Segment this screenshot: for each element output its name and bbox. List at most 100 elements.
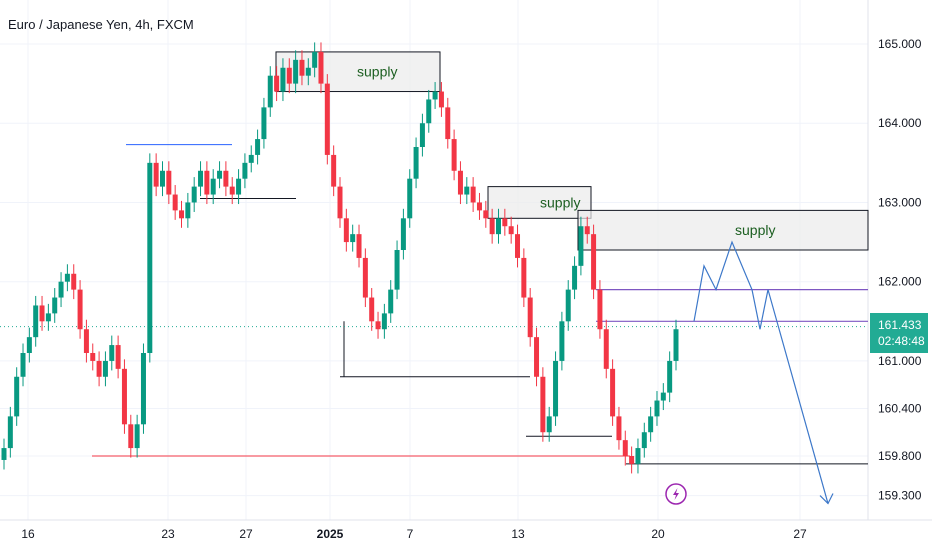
candle-body: [597, 289, 603, 330]
candle: [166, 161, 172, 205]
candle-body: [26, 337, 32, 353]
candle-body: [483, 210, 489, 219]
bar-countdown: 02:48:48: [878, 334, 925, 348]
candle-body: [204, 170, 210, 195]
candle: [267, 66, 273, 117]
candle-body: [419, 123, 425, 147]
candle: [20, 343, 26, 387]
candle: [546, 406, 552, 442]
candle-body: [331, 154, 337, 187]
candle-body: [610, 368, 616, 417]
candle-body: [267, 75, 273, 108]
time-axis-label: 13: [511, 527, 525, 541]
candle: [508, 216, 514, 244]
candle-body: [274, 75, 280, 92]
candle-body: [45, 313, 51, 322]
candle-body: [33, 305, 39, 338]
candle-body: [495, 218, 501, 235]
candle-body: [375, 321, 381, 330]
candle: [305, 58, 311, 86]
candle: [597, 280, 603, 339]
candle-body: [83, 329, 89, 353]
candle: [495, 208, 501, 244]
candle-body: [236, 178, 242, 195]
candle-body: [629, 456, 635, 464]
candle: [242, 153, 248, 189]
time-axis-label: 20: [651, 527, 665, 541]
time-axis-label: 27: [239, 527, 253, 541]
candle: [217, 161, 223, 189]
candle-body: [673, 329, 679, 361]
candle: [356, 224, 362, 268]
candle: [83, 319, 89, 363]
candle-body: [369, 297, 375, 322]
candle: [172, 185, 178, 220]
candle-body: [210, 178, 216, 195]
price-axis-label: 162.000: [878, 275, 922, 289]
candle: [274, 66, 280, 102]
candle: [438, 82, 444, 117]
candle-body: [318, 51, 324, 84]
candle: [515, 224, 521, 268]
candle-body: [280, 67, 286, 92]
price-axis-label: 159.300: [878, 489, 922, 503]
candle-body: [464, 186, 470, 195]
candle: [648, 406, 654, 442]
lightning-icon[interactable]: [665, 483, 687, 505]
candle-body: [293, 59, 299, 84]
candle: [229, 177, 235, 205]
candle: [381, 303, 387, 339]
candle: [299, 50, 305, 86]
supply-zone-label: supply: [735, 222, 775, 238]
candle: [375, 311, 381, 339]
candle: [14, 367, 20, 426]
candle-body: [521, 257, 527, 298]
candle-body: [527, 297, 533, 338]
candle-body: [578, 226, 584, 266]
time-axis-label: 7: [407, 527, 414, 541]
candle-body: [445, 107, 451, 140]
candle: [660, 383, 666, 411]
candle: [654, 391, 660, 426]
candle-body: [470, 186, 476, 203]
price-axis-label: 163.000: [878, 195, 922, 209]
candle: [115, 335, 121, 379]
candle-body: [179, 210, 185, 219]
time-axis-label: 23: [161, 527, 175, 541]
candle-body: [90, 353, 96, 361]
candle-body: [343, 218, 349, 243]
candle-body: [565, 289, 571, 322]
candle: [337, 177, 343, 228]
candle-body: [667, 360, 673, 393]
last-price-value: 161.433: [878, 318, 922, 332]
price-axis-label: 161.000: [878, 354, 922, 368]
candle: [400, 208, 406, 260]
candle-body: [20, 353, 26, 377]
candle: [140, 343, 146, 434]
candle: [64, 264, 70, 292]
candle-body: [71, 273, 77, 290]
candle-body: [134, 424, 140, 449]
candle-body: [102, 360, 108, 377]
candle-body: [248, 154, 254, 163]
candle-body: [115, 345, 121, 369]
candle-body: [52, 297, 58, 314]
candle: [58, 272, 64, 308]
candle: [591, 224, 597, 300]
candle: [407, 169, 413, 228]
candle-body: [457, 170, 463, 195]
candle: [622, 430, 628, 466]
candle-body: [476, 202, 482, 211]
candle-body: [432, 91, 438, 100]
candle-body: [489, 218, 495, 235]
candle: [489, 208, 495, 244]
candle-body: [515, 234, 521, 258]
candle-body: [362, 257, 368, 298]
candle: [610, 359, 616, 426]
candle: [77, 280, 83, 339]
candle: [312, 42, 318, 78]
candle-body: [153, 162, 159, 187]
candle: [159, 161, 165, 197]
candle: [616, 406, 622, 450]
